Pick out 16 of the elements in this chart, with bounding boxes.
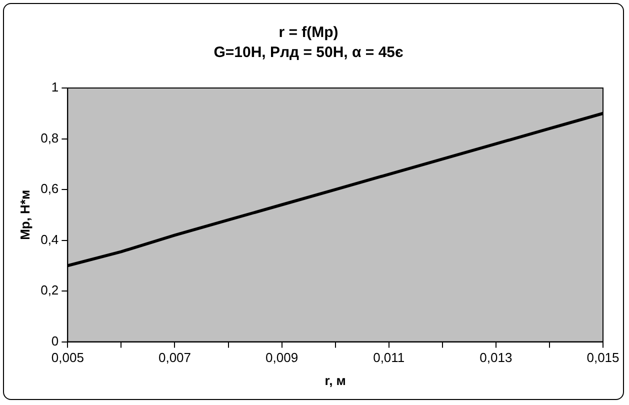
- x-tick-label: 0,007: [158, 350, 192, 366]
- x-tick-label: 0,009: [266, 350, 298, 366]
- x-tick-label: 0,005: [51, 350, 84, 366]
- x-axis-title: r, м: [324, 372, 346, 388]
- x-tick-label: 0,015: [586, 350, 620, 366]
- chart-title: r = f(Мр): [278, 24, 338, 42]
- y-tick-label: 0,8: [40, 130, 59, 146]
- x-tick-label: 0,011: [373, 350, 405, 366]
- y-axis-title: Мр, Н*м: [17, 190, 32, 240]
- y-tick-label: 0,2: [40, 282, 59, 298]
- y-tick-label: 0,6: [40, 181, 59, 196]
- chart-subtitle: G=10Н, Рлд = 50Н, α = 45є: [214, 44, 404, 62]
- y-tick-label: 0: [51, 333, 59, 348]
- y-tick-label: 0,4: [40, 232, 59, 247]
- y-tick-label: 1: [51, 80, 59, 95]
- x-tick-label: 0,013: [480, 350, 512, 366]
